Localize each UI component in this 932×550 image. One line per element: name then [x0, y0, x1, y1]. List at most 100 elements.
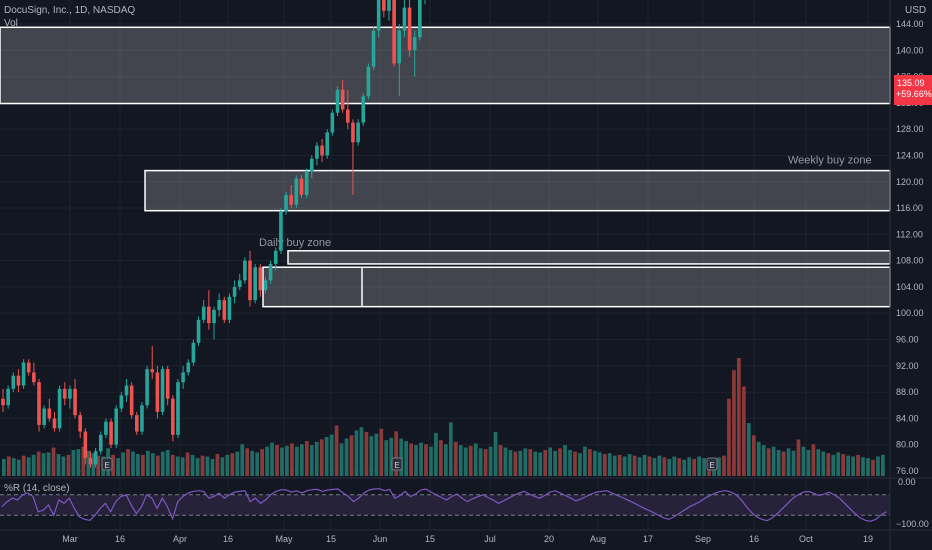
zone-box[interactable] — [0, 26, 891, 105]
candle-body[interactable] — [217, 300, 221, 310]
candle-body[interactable] — [37, 382, 41, 425]
volume-bar — [434, 432, 438, 476]
candle-body[interactable] — [1, 398, 5, 406]
candle-body[interactable] — [361, 96, 366, 123]
candle-body[interactable] — [402, 7, 407, 31]
candle-body[interactable] — [237, 280, 242, 287]
earnings-marker[interactable]: E — [101, 457, 113, 471]
zone-box[interactable] — [287, 250, 891, 265]
candle-body[interactable] — [284, 194, 288, 212]
candle-body[interactable] — [145, 369, 149, 406]
candle-body[interactable] — [186, 362, 191, 373]
candle-body[interactable] — [62, 388, 67, 399]
candle-body[interactable] — [73, 388, 77, 416]
volume-bar — [275, 445, 279, 476]
candle-body[interactable] — [196, 319, 201, 343]
earnings-marker[interactable]: E — [391, 457, 403, 471]
candle-body[interactable] — [325, 132, 330, 156]
candle-body[interactable] — [114, 408, 119, 445]
candle-body[interactable] — [150, 369, 155, 373]
candle-body[interactable] — [366, 66, 371, 97]
candle-body[interactable] — [263, 280, 268, 291]
candle-body[interactable] — [248, 260, 252, 301]
candle-body[interactable] — [171, 398, 175, 435]
candle-body[interactable] — [129, 385, 134, 416]
candle-body[interactable] — [387, 0, 391, 11]
candle-body[interactable] — [371, 30, 376, 67]
candle-body[interactable] — [227, 296, 232, 320]
candle-body[interactable] — [207, 306, 211, 324]
candle-body[interactable] — [376, 0, 381, 31]
earnings-marker[interactable]: E — [706, 457, 718, 471]
indicator-legend[interactable]: %R (14, close) — [4, 483, 70, 494]
candle-body[interactable] — [212, 309, 216, 324]
candle-body[interactable] — [243, 260, 247, 281]
candle-body[interactable] — [16, 375, 21, 386]
zone-box[interactable] — [144, 169, 891, 212]
candle-body[interactable] — [309, 158, 314, 172]
volume-bar — [697, 456, 702, 476]
candle-body[interactable] — [222, 300, 227, 320]
candle-body[interactable] — [335, 89, 340, 113]
candle-body[interactable] — [68, 388, 72, 399]
candle-body[interactable] — [304, 171, 309, 195]
candle-body[interactable] — [155, 372, 160, 412]
candle-body[interactable] — [160, 369, 165, 412]
candle-body[interactable] — [93, 451, 98, 465]
candle-body[interactable] — [397, 30, 402, 64]
candle-body[interactable] — [104, 421, 108, 435]
volume-bar — [6, 456, 11, 476]
candle-body[interactable] — [88, 457, 93, 465]
candle-body[interactable] — [57, 388, 62, 429]
candle-body[interactable] — [315, 145, 319, 159]
candle-body[interactable] — [412, 37, 417, 51]
candle-body[interactable] — [356, 122, 360, 143]
zone-box[interactable] — [262, 266, 891, 308]
candle-body[interactable] — [273, 250, 278, 264]
volume-bar — [404, 441, 408, 476]
candle-body[interactable] — [201, 306, 206, 320]
candle-body[interactable] — [109, 421, 113, 445]
candle-body[interactable] — [140, 405, 144, 432]
volume-bar — [841, 454, 846, 476]
candle-body[interactable] — [135, 415, 139, 432]
candle-body[interactable] — [289, 194, 293, 205]
candle-body[interactable] — [253, 267, 257, 301]
candle-body[interactable] — [32, 372, 36, 383]
candle-body[interactable] — [258, 267, 263, 291]
candle-body[interactable] — [320, 145, 324, 156]
candle-body[interactable] — [279, 211, 283, 251]
candle-body[interactable] — [181, 372, 185, 383]
candle-body[interactable] — [11, 375, 16, 389]
volume-legend[interactable]: Vol — [4, 18, 18, 29]
candle-body[interactable] — [407, 7, 412, 51]
candle-body[interactable] — [351, 122, 355, 143]
candle-body[interactable] — [165, 369, 170, 399]
candle-body[interactable] — [330, 112, 335, 133]
candle-body[interactable] — [176, 382, 180, 435]
candle-body[interactable] — [42, 408, 46, 425]
candle-body[interactable] — [294, 178, 299, 205]
candle-body[interactable] — [47, 408, 52, 419]
candle-body[interactable] — [382, 0, 386, 11]
candle-body[interactable] — [232, 286, 237, 297]
candle-body[interactable] — [392, 0, 396, 64]
candle-body[interactable] — [268, 263, 273, 281]
candle-body[interactable] — [299, 178, 304, 195]
candle-body[interactable] — [124, 385, 129, 396]
candle-body[interactable] — [418, 0, 422, 38]
candle-body[interactable] — [6, 388, 10, 406]
candle-body[interactable] — [98, 434, 103, 452]
symbol-legend[interactable]: DocuSign, Inc., 1D, NASDAQ — [4, 5, 135, 16]
candle-body[interactable] — [346, 109, 350, 123]
candle-body[interactable] — [78, 415, 82, 432]
candle-body[interactable] — [119, 395, 124, 409]
candle-body[interactable] — [83, 431, 88, 458]
candle-body[interactable] — [340, 89, 345, 110]
candle-body[interactable] — [52, 418, 57, 429]
candle-body[interactable] — [21, 362, 26, 386]
candle-body[interactable] — [191, 342, 196, 363]
candle-body[interactable] — [26, 362, 31, 373]
